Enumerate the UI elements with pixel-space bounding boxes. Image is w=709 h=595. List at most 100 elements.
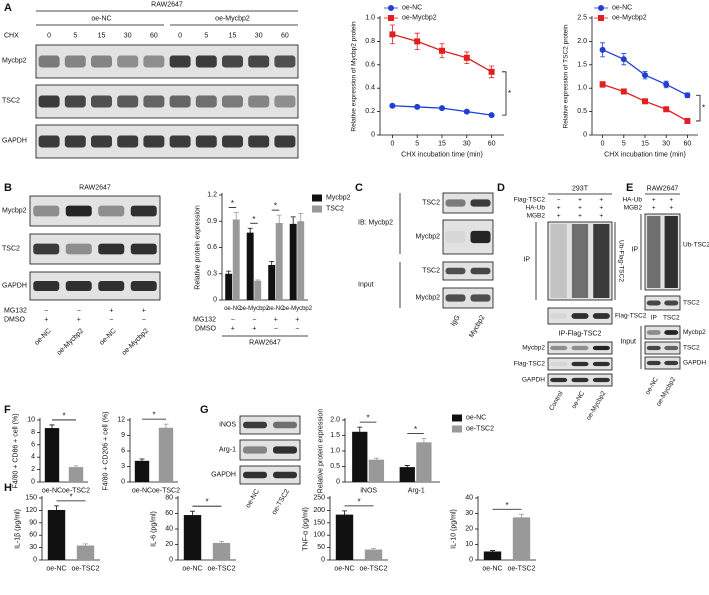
x-tick-label: oe-TSC2 <box>207 566 235 573</box>
label: oe-NC <box>644 376 660 396</box>
y-tick-label: 0 <box>336 479 340 486</box>
label: TSC2 <box>2 246 20 253</box>
significance: * <box>274 202 277 211</box>
x-tick-label: oe-NC <box>224 306 242 312</box>
y-tick-label: 3 <box>121 463 125 470</box>
label: + <box>599 197 603 204</box>
bar <box>289 223 297 300</box>
label: 15 <box>229 33 237 40</box>
blot-band <box>273 471 297 479</box>
y-tick-label: 0.6 <box>207 244 217 251</box>
bar <box>275 223 283 300</box>
error-bar <box>371 548 376 551</box>
bar <box>352 431 368 482</box>
label: oe-NC <box>571 390 587 410</box>
x-axis-label: CHX incubation time (min) <box>604 152 686 159</box>
label: TSC2 <box>683 300 700 307</box>
blot-band <box>130 205 157 217</box>
blot-band <box>195 135 217 148</box>
significance: * <box>508 89 511 98</box>
error-bar <box>219 541 224 545</box>
blot-band <box>98 280 125 292</box>
blot-band <box>143 55 165 68</box>
x-tick-label: oe-TSC2 <box>71 566 99 573</box>
label: 30 <box>255 33 263 40</box>
sig-bracket <box>696 94 701 122</box>
bar <box>364 549 383 560</box>
x-tick-label: 5 <box>622 141 626 148</box>
label: GAPDH <box>211 472 236 479</box>
y-axis-label: F4/80 + CD206 + cell (%) <box>103 412 110 491</box>
y-tick-label: 90 <box>29 519 37 526</box>
legend-swatch <box>312 205 322 213</box>
blot-band <box>64 95 86 108</box>
label: − <box>231 317 235 324</box>
label: GAPDH <box>683 360 706 367</box>
y-axis-label: Relative expression of TSC2 protein <box>563 24 570 128</box>
blot-band <box>65 280 92 292</box>
bar <box>47 509 66 560</box>
y-tick-label: 8 <box>31 429 35 436</box>
label: GAPDH <box>2 283 27 290</box>
error-bar <box>519 513 524 521</box>
label: IgG <box>450 314 462 327</box>
label: Input <box>358 282 374 289</box>
y-tick-label: 30 <box>465 510 473 517</box>
blot-band <box>571 377 589 383</box>
label: IP <box>651 315 657 322</box>
bar <box>183 515 202 560</box>
label: + <box>578 197 582 204</box>
y-tick-label: 0 <box>213 297 217 304</box>
label: Ub-Flag-TSC2 <box>618 240 625 282</box>
legend-label: oe-NC <box>612 5 632 12</box>
x-tick-label: oe-TSC2 <box>359 566 387 573</box>
x-tick-label: oe-NC <box>267 306 285 312</box>
legend-swatch <box>452 425 462 433</box>
error-bar <box>54 505 59 515</box>
y-tick-label: 6 <box>31 441 35 448</box>
y-tick-label: 0 <box>33 557 37 564</box>
y-tick-label: 20 <box>465 526 473 533</box>
label: Mycbp2 <box>468 314 486 339</box>
legend-marker <box>598 5 604 11</box>
significance: * <box>414 425 417 434</box>
point <box>663 106 670 113</box>
y-tick-label: 2 <box>31 466 35 473</box>
label: + <box>599 205 603 212</box>
y-tick-label: 0.6 <box>365 61 375 68</box>
label: iNOS <box>219 422 236 429</box>
panel-letter: A <box>4 2 12 14</box>
blot-strip <box>239 415 301 435</box>
error-bar <box>49 424 55 432</box>
label: oe-TSC2 <box>271 488 291 516</box>
x-tick-label: iNOS <box>360 488 377 495</box>
y-axis-label: Relative protein expression <box>195 205 202 290</box>
label: TSC2 <box>2 98 20 105</box>
legend-label: oe-NC <box>466 415 486 422</box>
bar <box>232 219 240 300</box>
blot-band <box>117 135 139 148</box>
label: Mycbp2 <box>415 295 440 302</box>
label: + <box>557 213 561 220</box>
label: Mycbp2 <box>683 329 706 336</box>
y-tick-label: 1.2 <box>207 192 217 199</box>
error-bar <box>290 216 296 232</box>
bar <box>512 517 531 560</box>
blot-smear <box>550 224 567 298</box>
significance: * <box>152 411 155 420</box>
blot-band <box>222 95 243 108</box>
significance: * <box>357 497 360 506</box>
y-tick-label: 60 <box>29 532 37 539</box>
bar <box>76 545 95 560</box>
point <box>599 81 606 88</box>
bar <box>158 427 174 482</box>
y-tick-label: 40 <box>165 526 173 533</box>
sig-bracket <box>502 71 507 116</box>
y-tick-label: 0.9 <box>207 218 217 225</box>
point <box>463 54 470 61</box>
blot-band <box>248 95 270 108</box>
label: + <box>578 205 582 212</box>
x-tick-label: oe-TSC2 <box>62 488 90 495</box>
blot-band <box>664 330 679 335</box>
blot-band <box>445 230 466 244</box>
